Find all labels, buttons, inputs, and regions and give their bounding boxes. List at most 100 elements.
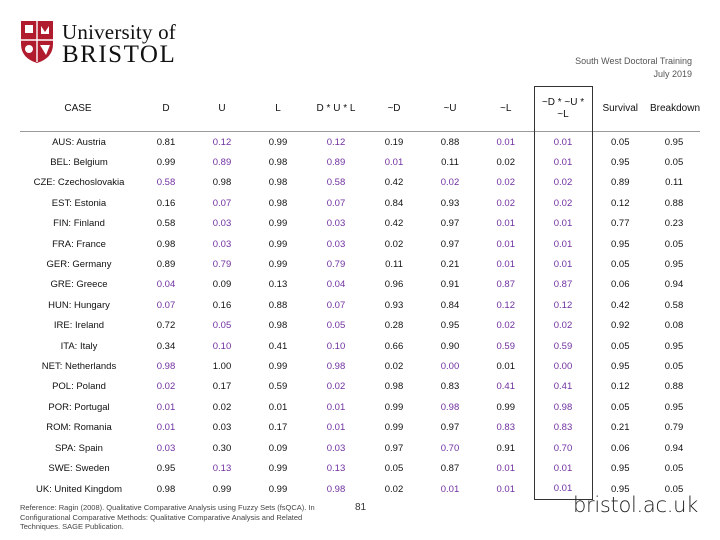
header-note-line1: South West Doctoral Training xyxy=(575,56,692,66)
value-cell: 0.16 xyxy=(212,299,232,311)
value-cell: 0.83 xyxy=(440,381,460,393)
value-cell: 0.99 xyxy=(268,238,288,250)
value-cell: 0.01 xyxy=(496,360,516,372)
value-cell: 0.94 xyxy=(664,279,684,291)
reference-text: Reference: Ragin (2008). Qualitative Com… xyxy=(20,503,315,531)
table-row: POR: Portugal 0.01 0.02 0.01 0.01 0.99 0.98 0.9… xyxy=(20,397,700,418)
table-row: IRE: Ireland 0.72 0.05 0.98 0.05 0.28 0.95 0.02… xyxy=(20,315,700,336)
value-cell: 0.59 xyxy=(496,340,516,352)
value-cell: 0.02 xyxy=(384,238,404,250)
value-cell: 0.01 xyxy=(156,401,176,413)
value-cell: 0.02 xyxy=(440,177,460,189)
value-cell: 0.99 xyxy=(496,401,516,413)
value-cell: 0.10 xyxy=(212,340,232,352)
value-cell: 0.03 xyxy=(212,422,232,434)
value-cell: 0.17 xyxy=(268,422,288,434)
value-cell: 0.99 xyxy=(268,483,288,495)
value-cell: 0.12 xyxy=(611,381,630,393)
table-row: UK: United Kingdom 0.98 0.99 0.99 0.98 0.02 0.… xyxy=(20,478,700,501)
value-cell: 0.98 xyxy=(268,177,288,189)
value-cell: 0.01 xyxy=(533,131,593,153)
value-cell: 0.95 xyxy=(611,157,630,169)
case-cell: SPA: Spain xyxy=(55,442,103,454)
column-header-d: D xyxy=(162,102,170,114)
footer-site-url: bristol.ac.uk xyxy=(573,493,698,517)
value-cell: 0.07 xyxy=(156,299,176,311)
value-cell: 0.13 xyxy=(212,462,232,474)
value-cell: 0.98 xyxy=(156,483,176,495)
value-cell: 0.58 xyxy=(156,177,176,189)
value-cell: 0.42 xyxy=(611,299,630,311)
logo-university-text: University of xyxy=(62,20,176,44)
value-cell: 0.03 xyxy=(156,442,176,454)
value-cell: 0.21 xyxy=(611,422,630,434)
value-cell: 0.95 xyxy=(156,462,176,474)
value-cell: 0.19 xyxy=(384,136,404,148)
value-cell: 0.02 xyxy=(533,315,593,336)
value-cell: 0.11 xyxy=(441,157,459,169)
value-cell: 0.02 xyxy=(384,483,404,495)
case-cell: NET: Netherlands xyxy=(41,360,117,372)
value-cell: 0.99 xyxy=(384,422,404,434)
value-cell: 0.58 xyxy=(326,177,346,189)
value-cell: 0.66 xyxy=(384,340,404,352)
table-row: ROM: Romania 0.01 0.03 0.17 0.01 0.99 0.97 0.83… xyxy=(20,417,700,438)
value-cell: 0.01 xyxy=(496,238,516,250)
value-cell: 0.98 xyxy=(384,381,404,393)
value-cell: 0.88 xyxy=(664,197,684,209)
case-cell: GRE: Greece xyxy=(50,279,108,291)
value-cell: 0.05 xyxy=(384,462,404,474)
value-cell: 0.98 xyxy=(440,401,460,413)
value-cell: 0.02 xyxy=(326,381,346,393)
column-header-not-d: ~D xyxy=(387,102,401,114)
value-cell: 0.98 xyxy=(212,177,232,189)
value-cell: 0.98 xyxy=(156,238,176,250)
table-row: CZE: Czechoslovakia 0.58 0.98 0.98 0.58 0.42 0… xyxy=(20,172,700,194)
case-cell: ROM: Romania xyxy=(46,422,112,434)
value-cell: 0.41 xyxy=(496,381,516,393)
value-cell: 0.59 xyxy=(533,335,593,357)
table-row: AUS: Austria 0.81 0.12 0.99 0.12 0.19 0.88 0.01… xyxy=(20,131,700,153)
value-cell: 0.12 xyxy=(496,299,516,311)
value-cell: 0.06 xyxy=(611,279,630,291)
value-cell: 0.02 xyxy=(533,172,593,194)
case-cell: GER: Germany xyxy=(46,259,112,271)
column-header-dul: D * U * L xyxy=(316,102,356,114)
column-header-breakdown: Breakdown xyxy=(650,102,701,114)
value-cell: 0.04 xyxy=(156,279,176,291)
value-cell: 0.05 xyxy=(664,462,684,474)
table-row: ITA: Italy 0.34 0.10 0.41 0.10 0.66 0.90 0.59 0.… xyxy=(20,335,700,357)
value-cell: 0.06 xyxy=(611,442,630,454)
value-cell: 0.79 xyxy=(212,259,232,271)
value-cell: 0.99 xyxy=(156,157,176,169)
table-row: GRE: Greece 0.04 0.09 0.13 0.04 0.96 0.91 0.87 0… xyxy=(20,274,700,296)
value-cell: 0.92 xyxy=(611,320,630,332)
value-cell: 0.42 xyxy=(384,218,404,230)
value-cell: 0.03 xyxy=(212,218,232,230)
table-row: SPA: Spain 0.03 0.30 0.09 0.03 0.97 0.70 0.91 0.… xyxy=(20,437,700,459)
value-cell: 0.99 xyxy=(212,483,232,495)
value-cell: 0.95 xyxy=(611,462,630,474)
column-header-not-u: ~U xyxy=(443,102,457,114)
university-logo: University of BRISTOL xyxy=(20,18,180,70)
value-cell: 0.95 xyxy=(611,360,630,372)
table-row: FIN: Finland 0.58 0.03 0.99 0.03 0.42 0.97 0.01… xyxy=(20,213,700,234)
table-row: FRA: France 0.98 0.03 0.99 0.03 0.02 0.97 0.01 0… xyxy=(20,233,700,255)
column-header-u: U xyxy=(218,102,226,114)
value-cell: 0.84 xyxy=(384,197,404,209)
case-cell: FIN: Finland xyxy=(53,218,105,230)
value-cell: 0.98 xyxy=(326,483,346,495)
value-cell: 0.95 xyxy=(664,136,684,148)
table-row: HUN: Hungary 0.07 0.16 0.88 0.07 0.93 0.84 0.12… xyxy=(20,295,700,316)
value-cell: 0.99 xyxy=(268,360,288,372)
value-cell: 0.09 xyxy=(268,442,288,454)
value-cell: 0.98 xyxy=(156,360,176,372)
value-cell: 0.02 xyxy=(496,197,516,209)
table-row: GER: Germany 0.89 0.79 0.99 0.79 0.11 0.21 0.01… xyxy=(20,254,700,275)
value-cell: 0.97 xyxy=(440,218,460,230)
value-cell: 0.95 xyxy=(611,483,630,495)
value-cell: 0.98 xyxy=(268,197,288,209)
value-cell: 0.84 xyxy=(440,299,460,311)
value-cell: 0.87 xyxy=(440,462,460,474)
value-cell: 0.12 xyxy=(611,197,630,209)
